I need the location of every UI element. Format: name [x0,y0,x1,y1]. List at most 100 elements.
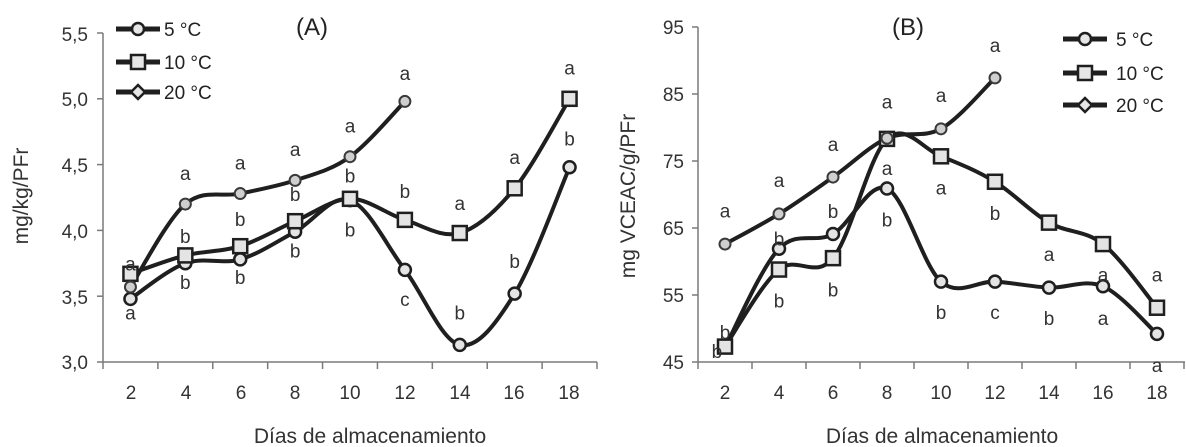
diamond-marker-icon [129,83,147,101]
y-tick-label: 75 [663,152,684,173]
significance-letter: a [774,171,785,192]
significance-letter: b [180,273,191,294]
significance-letter: a [1098,309,1109,330]
data-point-diamond [880,131,894,145]
x-tick-label: 8 [882,383,893,404]
data-point-circle [771,241,787,257]
y-tick-label: 85 [663,85,684,106]
data-point-square [177,247,194,264]
panel-b-data-points [716,71,1166,355]
significance-letter: a [1098,266,1109,287]
data-point-diamond [398,94,412,108]
data-point-diamond [772,207,786,221]
data-point-circle [1041,280,1057,295]
x-tick-label: 2 [126,383,137,404]
significance-letter: a [180,164,191,185]
data-point-circle [987,274,1003,289]
significance-letter: b [828,202,839,223]
data-point-circle [507,286,522,301]
panel-b-title: (B) [892,14,924,41]
circle-marker-icon [1077,31,1093,47]
significance-letter: a [1152,266,1163,287]
significance-letter: b [774,229,785,250]
panel-b-x-axis-label: Días de almacenamiento [826,425,1058,447]
x-tick-label: 18 [558,383,579,404]
panel-a-y-tick-labels: 3,0 3,5 4,0 4,5 5,0 5,5 [62,25,88,374]
significance-letter: a [290,140,301,161]
significance-letter: b [290,241,301,262]
x-tick-label: 2 [720,383,731,404]
data-point-circle [1095,279,1111,294]
panel-b-y-tick-labels: 45 55 65 75 85 95 [663,18,684,374]
y-tick-label: 3,5 [62,288,88,309]
data-point-square [231,237,249,255]
x-tick-label: 16 [503,383,524,404]
significance-letter: a [720,201,731,222]
data-point-square [561,90,578,108]
data-point-diamond [934,122,948,136]
panel-b-y-axis-label: mg VCEAC/g/PFr [617,114,640,279]
panel-a-x-tick-labels: 2 4 6 8 10 12 14 16 18 [126,383,580,404]
x-tick-label: 14 [1038,383,1060,404]
x-tick-label: 14 [449,383,471,404]
significance-letter: a [882,93,893,114]
data-point-diamond [233,187,247,201]
data-point-circle [397,262,413,278]
x-tick-label: 4 [181,383,192,404]
series-line [723,185,1159,350]
significance-letter: b [720,323,731,344]
data-point-square [1094,235,1112,253]
significance-letter: a [454,194,465,215]
square-marker-icon [1076,64,1094,82]
significance-letter: b [454,303,465,324]
panel-b-legend: 5 °C 10 °C 20 °C [1063,30,1164,117]
x-tick-label: 10 [930,383,951,404]
significance-letter: b [235,268,246,289]
series-line [128,99,407,289]
significance-letter: a [125,303,136,324]
data-point-diamond [288,173,302,187]
data-point-square [986,173,1004,191]
legend-label-5c: 5 °C [1116,30,1153,51]
chart-panel-a: (A) Días de almacenamiento mg/kg/PFr 3,0… [10,14,598,447]
legend-label-5c: 5 °C [164,20,201,41]
diamond-marker-icon [1076,96,1094,114]
significance-letter: a [345,116,356,137]
significance-letter: a [564,59,575,80]
x-tick-label: 6 [236,383,247,404]
x-tick-label: 8 [290,383,301,404]
data-point-square [770,261,788,278]
significance-letter: a [1044,245,1055,266]
x-tick-label: 12 [394,383,415,404]
legend-label-10c: 10 °C [164,53,212,74]
series-line [723,131,1159,349]
x-tick-label: 12 [984,383,1005,404]
significance-letter: a [828,135,839,156]
legend-label-10c: 10 °C [1116,64,1164,85]
data-point-diamond [826,170,840,184]
significance-letter: c [400,290,410,311]
data-point-circle [933,274,949,289]
significance-letter: b [882,211,893,232]
chart-panel-b: (B) Días de almacenamiento mg VCEAC/g/PF… [617,14,1185,447]
legend-label-20c: 20 °C [1116,96,1164,117]
data-point-circle [879,181,895,196]
data-point-square [451,224,469,242]
x-tick-label: 18 [1146,383,1167,404]
significance-letter: b [345,220,356,241]
y-tick-label: 55 [663,286,684,307]
data-point-diamond [178,197,192,211]
significance-letter: a [990,36,1001,57]
circle-marker-icon [130,21,146,37]
significance-letter: b [509,252,520,273]
panel-a-data-points [122,90,578,353]
legend-label-20c: 20 °C [164,83,212,104]
significance-letter: b [400,182,411,203]
significance-letter: a [400,64,411,85]
y-tick-label: 5,0 [62,90,88,111]
y-tick-label: 95 [663,18,684,39]
x-tick-label: 4 [774,383,785,404]
significance-letter: b [564,130,575,151]
